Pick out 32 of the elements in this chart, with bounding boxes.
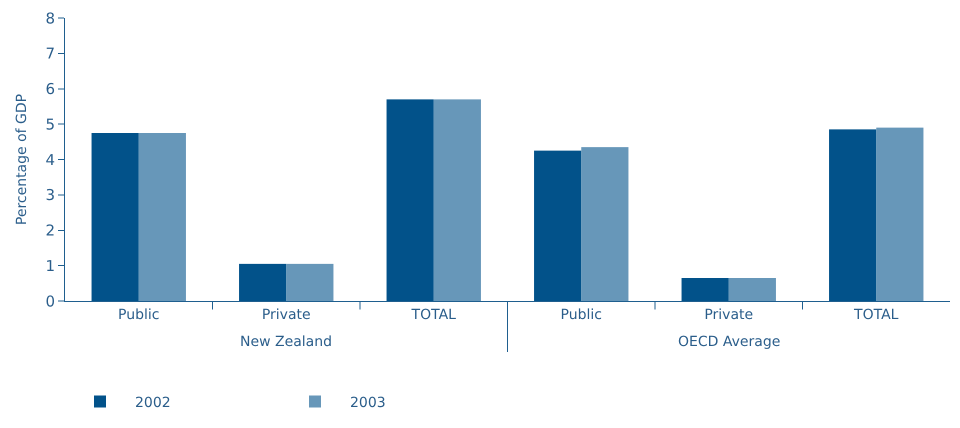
legend-label: 2002 — [135, 394, 171, 411]
x-tick-label: Private — [262, 306, 311, 323]
bar — [876, 128, 924, 301]
y-tick-label: 8 — [45, 9, 55, 28]
bar — [239, 264, 286, 301]
bar — [581, 147, 628, 301]
y-tick-label: 1 — [45, 256, 55, 275]
y-tick-label: 4 — [45, 150, 55, 169]
x-tick-label: TOTAL — [410, 306, 456, 323]
bar — [434, 99, 481, 301]
text: OECD Average — [678, 334, 780, 350]
bar — [138, 132, 186, 301]
bar — [92, 132, 139, 301]
x-tick-label: Public — [560, 306, 602, 323]
x-tick-label: TOTAL — [853, 306, 899, 323]
x-tick-label: Public — [118, 306, 160, 323]
y-tick-label: 5 — [45, 115, 55, 134]
text: New Zealand — [240, 334, 332, 350]
y-tick-label: 2 — [45, 222, 55, 240]
bar — [534, 150, 582, 301]
y-tick-label: 6 — [45, 80, 55, 98]
bar — [829, 129, 876, 301]
bar — [386, 99, 434, 301]
bar — [286, 264, 334, 301]
bar — [682, 278, 729, 301]
y-tick-label: 3 — [45, 186, 55, 204]
y-tick-label: 0 — [45, 292, 55, 310]
y-tick-label: 7 — [45, 44, 55, 63]
bar — [728, 278, 776, 301]
y-axis-title: Percentage of GDP — [14, 94, 30, 226]
legend-label: 2003 — [350, 394, 386, 411]
x-tick-label: Private — [704, 306, 754, 323]
